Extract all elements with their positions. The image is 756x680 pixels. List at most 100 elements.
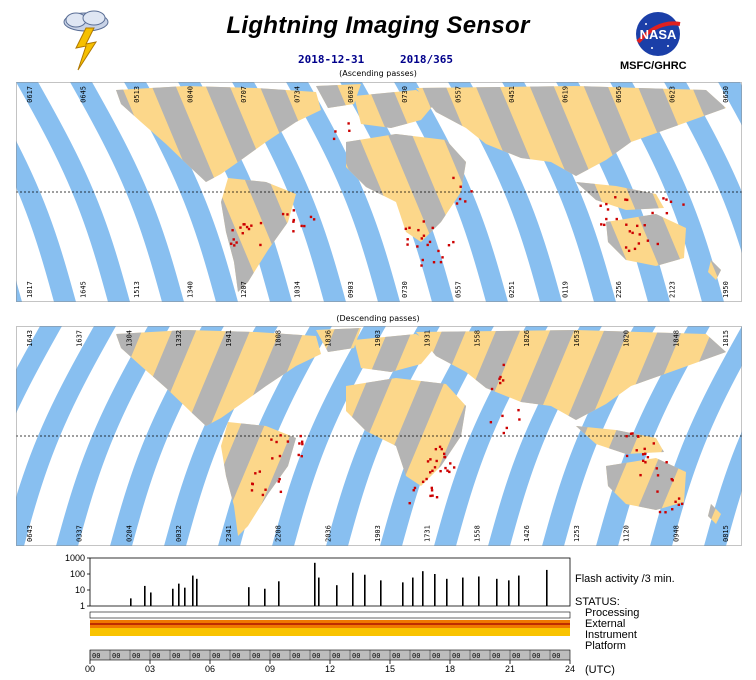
lightning-flash-marker (635, 449, 638, 452)
flash-activity-bar (380, 580, 382, 606)
asc-time-label: 0603 (347, 86, 355, 103)
lightning-flash-marker (646, 239, 650, 242)
lightning-flash-marker (652, 442, 656, 445)
lightning-flash-marker (501, 414, 504, 418)
x-axis-unit: (UTC) (585, 664, 615, 676)
desc-time-label: 1848 (672, 330, 680, 347)
platform-cell-label: 00 (212, 652, 220, 660)
desc-time-label: 1903 (374, 330, 382, 347)
desc-time-label: 1558 (473, 330, 481, 347)
lightning-flash-marker (429, 494, 432, 498)
lightning-flash-marker (633, 247, 637, 251)
lightning-flash-marker (406, 243, 409, 246)
lightning-flash-marker (245, 225, 249, 229)
platform-cell-label: 00 (512, 652, 520, 660)
desc-time-label: 1637 (76, 330, 84, 347)
desc-time-label: 1332 (175, 330, 183, 347)
orbit-swath (434, 326, 548, 546)
page-title: Lightning Imaging Sensor (226, 12, 530, 39)
flash-activity-panel: 1000 100 10 1 00 00 00 00 00 00 00 00 00 00 00 00 00 00 00… (50, 550, 750, 675)
lightning-flash-marker (430, 486, 433, 490)
flash-activity-bar (264, 588, 266, 606)
lightning-flash-marker (459, 185, 462, 188)
lightning-flash-marker (434, 447, 438, 451)
lightning-flash-marker (247, 227, 251, 231)
status-processing-strip (89, 611, 571, 619)
flash-activity-bar (278, 581, 280, 606)
flash-activity-bar (248, 587, 250, 606)
lightning-flash-marker (643, 224, 646, 227)
platform-cell-label: 00 (292, 652, 300, 660)
desc-time-label: 1304 (125, 330, 133, 347)
platform-cell-label: 00 (112, 652, 120, 660)
lightning-flash-marker (605, 217, 608, 221)
flash-activity-bar (314, 562, 316, 606)
lightning-flash-marker (439, 260, 443, 264)
lightning-flash-marker (292, 218, 296, 222)
lightning-flash-marker (312, 218, 316, 221)
orbit-swath (502, 82, 616, 302)
platform-cell-label: 00 (332, 652, 340, 660)
lightning-flash-marker (406, 238, 409, 241)
lightning-flash-marker (435, 496, 439, 499)
lightning-flash-marker (629, 432, 633, 435)
lightning-flash-marker (261, 493, 265, 497)
orbit-swath (16, 140, 76, 302)
status-platform-label: Platform (585, 640, 626, 652)
lightning-flash-marker (641, 453, 645, 456)
lightning-flash-marker (251, 482, 255, 486)
status-heading: STATUS: (575, 596, 620, 608)
flash-activity-bar (144, 585, 146, 606)
flash-x-tick-label: 15 (385, 664, 395, 674)
flash-x-tick-label: 12 (325, 664, 335, 674)
platform-cell-label: 00 (192, 652, 200, 660)
lightning-flash-marker (637, 435, 640, 438)
lightning-flash-marker (662, 197, 665, 200)
lightning-flash-marker (517, 408, 520, 412)
lightning-flash-marker (669, 200, 673, 203)
platform-cell-label: 00 (272, 652, 280, 660)
orbit-swath (70, 82, 184, 302)
lightning-flash-marker (420, 264, 423, 267)
lightning-flash-marker (278, 454, 282, 458)
lightning-flash-marker (233, 244, 236, 247)
ascending-passes-label: (Ascending passes) (339, 69, 417, 78)
flash-x-tick-label: 09 (265, 664, 275, 674)
platform-cell-label: 00 (532, 652, 540, 660)
day-of-year-label: 2018/365 (400, 53, 453, 66)
status-instrument-label: Instrument (585, 629, 637, 641)
flash-y-tick-label: 1 (80, 601, 85, 611)
lightning-flash-marker (452, 466, 456, 469)
lightning-flash-marker (413, 486, 417, 490)
flash-activity-bar (446, 578, 448, 606)
lightning-flash-marker (644, 461, 647, 464)
desc-time-label: 0032 (175, 525, 183, 542)
lightning-flash-marker (680, 502, 684, 506)
desc-time-label: 0204 (125, 525, 133, 542)
lightning-flash-marker (656, 242, 659, 246)
flash-x-tick-label: 21 (505, 664, 515, 674)
lightning-flash-marker (275, 440, 278, 444)
asc-time-label: 0650 (722, 86, 730, 103)
date-label: 2018-12-31 (298, 53, 365, 66)
lightning-flash-marker (347, 122, 350, 125)
desc-time-label: 1903 (374, 525, 382, 542)
asc-time-label: 1034 (294, 281, 302, 298)
desc-time-label: 0815 (722, 525, 730, 542)
lightning-flash-marker (271, 457, 274, 460)
desc-time-label: 1941 (225, 330, 233, 347)
lightning-flash-marker (279, 490, 283, 494)
asc-time-label: 0251 (508, 281, 516, 298)
platform-cell-label: 00 (452, 652, 460, 660)
flash-histogram-frame (89, 557, 571, 607)
lightning-flash-marker (639, 473, 642, 477)
asc-time-label: 1340 (187, 281, 195, 298)
flash-activity-bar (196, 578, 198, 606)
lightning-flash-marker (624, 246, 628, 249)
lightning-flash-marker (420, 237, 424, 240)
lightning-flash-marker (665, 211, 669, 215)
lightning-flash-marker (651, 211, 654, 215)
lightning-flash-marker (421, 480, 425, 483)
lightning-flash-marker (682, 203, 685, 206)
lightning-flash-marker (643, 452, 647, 455)
